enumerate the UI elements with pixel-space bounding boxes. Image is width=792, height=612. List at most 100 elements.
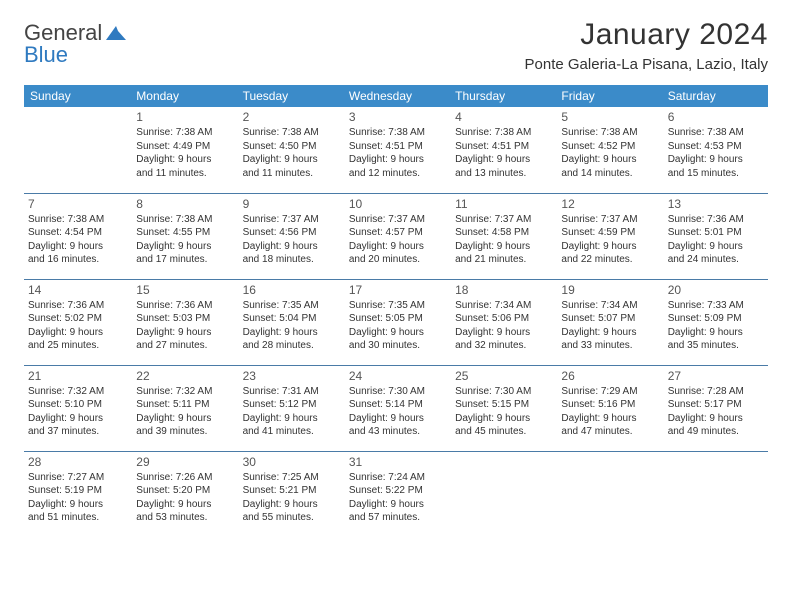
calendar-cell: 23Sunrise: 7:31 AMSunset: 5:12 PMDayligh… — [237, 365, 343, 451]
daylight-text: Daylight: 9 hours — [136, 240, 230, 254]
calendar-row: 21Sunrise: 7:32 AMSunset: 5:10 PMDayligh… — [24, 365, 768, 451]
daylight-text: and 20 minutes. — [349, 253, 443, 267]
sunrise-text: Sunrise: 7:31 AM — [243, 385, 337, 399]
daylight-text: Daylight: 9 hours — [668, 153, 762, 167]
daylight-text: and 49 minutes. — [668, 425, 762, 439]
day-number: 29 — [136, 454, 230, 470]
day-number: 23 — [243, 368, 337, 384]
sunset-text: Sunset: 4:50 PM — [243, 140, 337, 154]
day-number: 3 — [349, 109, 443, 125]
sunrise-text: Sunrise: 7:30 AM — [349, 385, 443, 399]
day-number: 1 — [136, 109, 230, 125]
sunrise-text: Sunrise: 7:35 AM — [243, 299, 337, 313]
day-number: 22 — [136, 368, 230, 384]
calendar-table: Sunday Monday Tuesday Wednesday Thursday… — [24, 85, 768, 537]
day-number: 8 — [136, 196, 230, 212]
daylight-text: Daylight: 9 hours — [28, 412, 124, 426]
sunset-text: Sunset: 4:55 PM — [136, 226, 230, 240]
sunset-text: Sunset: 5:04 PM — [243, 312, 337, 326]
daylight-text: Daylight: 9 hours — [349, 326, 443, 340]
calendar-cell: 15Sunrise: 7:36 AMSunset: 5:03 PMDayligh… — [130, 279, 236, 365]
page-title: January 2024 — [525, 18, 768, 52]
day-number: 10 — [349, 196, 443, 212]
sunset-text: Sunset: 5:12 PM — [243, 398, 337, 412]
day-number: 7 — [28, 196, 124, 212]
daylight-text: and 27 minutes. — [136, 339, 230, 353]
calendar-cell: 13Sunrise: 7:36 AMSunset: 5:01 PMDayligh… — [662, 193, 768, 279]
calendar-cell: 11Sunrise: 7:37 AMSunset: 4:58 PMDayligh… — [449, 193, 555, 279]
weekday-header: Friday — [555, 85, 661, 107]
daylight-text: and 55 minutes. — [243, 511, 337, 525]
weekday-header: Sunday — [24, 85, 130, 107]
title-block: January 2024 Ponte Galeria-La Pisana, La… — [525, 18, 768, 73]
day-number: 25 — [455, 368, 549, 384]
sunrise-text: Sunrise: 7:32 AM — [28, 385, 124, 399]
logo-icon — [106, 20, 126, 45]
sunrise-text: Sunrise: 7:35 AM — [349, 299, 443, 313]
daylight-text: Daylight: 9 hours — [349, 153, 443, 167]
sunrise-text: Sunrise: 7:38 AM — [561, 126, 655, 140]
day-number: 12 — [561, 196, 655, 212]
sunset-text: Sunset: 5:14 PM — [349, 398, 443, 412]
sunset-text: Sunset: 5:07 PM — [561, 312, 655, 326]
weekday-header: Monday — [130, 85, 236, 107]
day-number: 20 — [668, 282, 762, 298]
day-number: 17 — [349, 282, 443, 298]
day-number: 21 — [28, 368, 124, 384]
sunrise-text: Sunrise: 7:27 AM — [28, 471, 124, 485]
daylight-text: Daylight: 9 hours — [668, 326, 762, 340]
logo-text: General Blue — [24, 22, 126, 66]
day-number: 30 — [243, 454, 337, 470]
calendar-cell: 27Sunrise: 7:28 AMSunset: 5:17 PMDayligh… — [662, 365, 768, 451]
calendar-cell — [24, 107, 130, 193]
weekday-header: Wednesday — [343, 85, 449, 107]
sunrise-text: Sunrise: 7:33 AM — [668, 299, 762, 313]
daylight-text: Daylight: 9 hours — [349, 412, 443, 426]
calendar-cell: 29Sunrise: 7:26 AMSunset: 5:20 PMDayligh… — [130, 451, 236, 537]
daylight-text: Daylight: 9 hours — [243, 153, 337, 167]
sunset-text: Sunset: 5:20 PM — [136, 484, 230, 498]
calendar-cell: 28Sunrise: 7:27 AMSunset: 5:19 PMDayligh… — [24, 451, 130, 537]
calendar-cell: 12Sunrise: 7:37 AMSunset: 4:59 PMDayligh… — [555, 193, 661, 279]
sunset-text: Sunset: 4:59 PM — [561, 226, 655, 240]
day-number: 19 — [561, 282, 655, 298]
day-number: 13 — [668, 196, 762, 212]
sunrise-text: Sunrise: 7:34 AM — [455, 299, 549, 313]
sunset-text: Sunset: 5:03 PM — [136, 312, 230, 326]
daylight-text: and 35 minutes. — [668, 339, 762, 353]
daylight-text: Daylight: 9 hours — [668, 412, 762, 426]
daylight-text: and 11 minutes. — [243, 167, 337, 181]
daylight-text: Daylight: 9 hours — [561, 153, 655, 167]
sunset-text: Sunset: 5:21 PM — [243, 484, 337, 498]
sunset-text: Sunset: 4:51 PM — [349, 140, 443, 154]
sunrise-text: Sunrise: 7:37 AM — [349, 213, 443, 227]
sunrise-text: Sunrise: 7:28 AM — [668, 385, 762, 399]
daylight-text: and 13 minutes. — [455, 167, 549, 181]
location: Ponte Galeria-La Pisana, Lazio, Italy — [525, 56, 768, 73]
day-number: 5 — [561, 109, 655, 125]
calendar-cell: 25Sunrise: 7:30 AMSunset: 5:15 PMDayligh… — [449, 365, 555, 451]
daylight-text: Daylight: 9 hours — [243, 326, 337, 340]
daylight-text: and 22 minutes. — [561, 253, 655, 267]
calendar-cell: 24Sunrise: 7:30 AMSunset: 5:14 PMDayligh… — [343, 365, 449, 451]
sunset-text: Sunset: 4:56 PM — [243, 226, 337, 240]
calendar-cell: 14Sunrise: 7:36 AMSunset: 5:02 PMDayligh… — [24, 279, 130, 365]
calendar-cell: 6Sunrise: 7:38 AMSunset: 4:53 PMDaylight… — [662, 107, 768, 193]
daylight-text: and 47 minutes. — [561, 425, 655, 439]
daylight-text: Daylight: 9 hours — [349, 240, 443, 254]
sunrise-text: Sunrise: 7:38 AM — [349, 126, 443, 140]
daylight-text: and 53 minutes. — [136, 511, 230, 525]
daylight-text: and 18 minutes. — [243, 253, 337, 267]
sunset-text: Sunset: 5:06 PM — [455, 312, 549, 326]
daylight-text: and 30 minutes. — [349, 339, 443, 353]
daylight-text: and 25 minutes. — [28, 339, 124, 353]
calendar-cell: 4Sunrise: 7:38 AMSunset: 4:51 PMDaylight… — [449, 107, 555, 193]
sunrise-text: Sunrise: 7:32 AM — [136, 385, 230, 399]
daylight-text: Daylight: 9 hours — [136, 412, 230, 426]
calendar-cell: 19Sunrise: 7:34 AMSunset: 5:07 PMDayligh… — [555, 279, 661, 365]
day-number: 6 — [668, 109, 762, 125]
daylight-text: Daylight: 9 hours — [28, 240, 124, 254]
calendar-cell: 21Sunrise: 7:32 AMSunset: 5:10 PMDayligh… — [24, 365, 130, 451]
daylight-text: Daylight: 9 hours — [136, 498, 230, 512]
calendar-cell — [555, 451, 661, 537]
